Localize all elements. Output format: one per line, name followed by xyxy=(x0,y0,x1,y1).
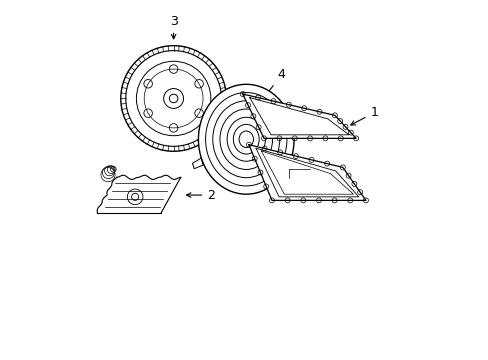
Ellipse shape xyxy=(198,84,293,194)
Polygon shape xyxy=(242,94,355,138)
Text: 3: 3 xyxy=(169,15,177,39)
Circle shape xyxy=(119,44,227,153)
Polygon shape xyxy=(97,177,181,213)
Text: 4: 4 xyxy=(259,68,285,103)
Text: 2: 2 xyxy=(186,189,215,202)
Text: 1: 1 xyxy=(350,106,377,125)
Polygon shape xyxy=(248,145,365,201)
